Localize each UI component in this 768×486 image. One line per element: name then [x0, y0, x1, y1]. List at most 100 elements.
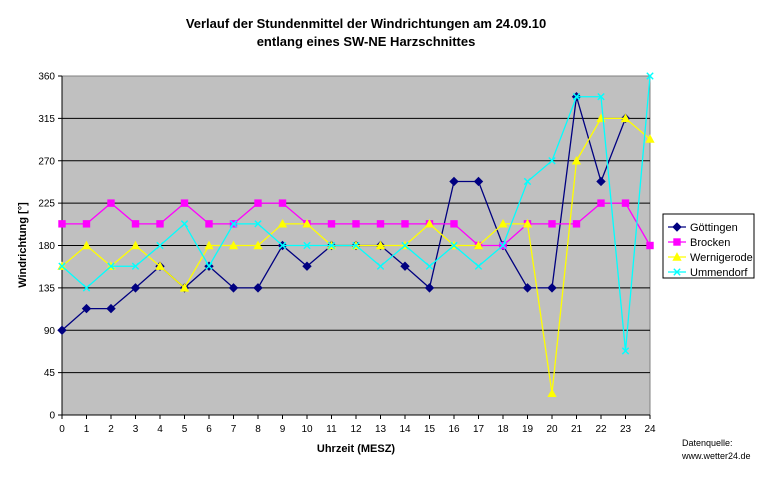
data-point-wernigerode	[81, 240, 92, 250]
data-point-ummendorf	[425, 262, 434, 270]
source-url: www.wetter24.de	[681, 451, 751, 461]
data-point-brocken	[254, 199, 262, 207]
chart-title-line-1: Verlauf der Stundenmittel der Windrichtu…	[186, 16, 546, 31]
data-point-wernigerode	[375, 240, 386, 250]
data-point-brocken	[205, 220, 213, 228]
data-point-brocken	[548, 220, 556, 228]
x-tick-label: 8	[255, 424, 261, 435]
x-tick-label: 1	[84, 424, 90, 435]
data-point-goettingen	[106, 303, 116, 314]
data-point-ummendorf	[156, 241, 164, 250]
x-tick-label: 4	[157, 424, 163, 435]
data-point-ummendorf	[352, 241, 360, 250]
marker-stroke	[548, 157, 556, 165]
marker-stroke	[107, 262, 115, 270]
y-tick-label: 90	[44, 326, 56, 337]
marker-stroke	[278, 241, 287, 250]
marker-stroke	[621, 347, 630, 355]
x-tick-label: 11	[326, 424, 337, 435]
data-point-brocken	[376, 220, 385, 228]
marker-stroke	[156, 241, 164, 250]
y-tick-label: 315	[38, 114, 55, 125]
x-tick-label: 10	[301, 424, 313, 435]
data-point-goettingen	[253, 283, 263, 293]
data-point-ummendorf	[58, 262, 66, 270]
x-axis-ticks: 0 1 2 3 4 5 6 7 8 9 10 11 12 13 14 15 16 17 18 19 20 21 22 23 24	[59, 76, 656, 435]
legend-item-goettingen: Göttingen	[668, 222, 738, 234]
marker-stroke	[303, 241, 311, 250]
data-point-goettingen	[522, 283, 533, 293]
legend-marker	[672, 252, 682, 261]
y-tick-label: 270	[38, 156, 55, 167]
data-point-goettingen	[424, 283, 435, 293]
data-point-ummendorf	[327, 241, 336, 250]
marker-stroke	[572, 93, 581, 101]
x-tick-label: 21	[571, 424, 583, 435]
marker-stroke	[673, 268, 681, 276]
x-tick-label: 20	[546, 424, 558, 435]
legend-label: Ummendorf	[690, 267, 748, 279]
x-tick-label: 15	[424, 424, 436, 435]
x-tick-label: 5	[182, 424, 188, 435]
x-tick-label: 13	[375, 424, 387, 435]
data-point-goettingen	[57, 325, 67, 335]
source-label: Datenquelle:	[682, 438, 733, 448]
x-tick-label: 24	[644, 424, 656, 435]
data-point-brocken	[156, 220, 164, 228]
data-point-ummendorf	[597, 93, 605, 101]
data-point-goettingen	[130, 283, 141, 293]
data-point-goettingen	[400, 261, 410, 271]
y-tick-label: 45	[44, 368, 56, 379]
data-point-brocken	[58, 220, 66, 228]
data-point-brocken	[646, 241, 654, 250]
marker-stroke	[327, 241, 336, 250]
data-point-brocken	[131, 220, 140, 228]
data-point-ummendorf	[401, 241, 409, 250]
x-tick-label: 0	[59, 424, 65, 435]
x-tick-label: 9	[280, 424, 286, 435]
data-point-wernigerode	[498, 218, 508, 228]
data-point-ummendorf	[621, 347, 630, 355]
legend-label: Brocken	[690, 237, 730, 249]
x-tick-label: 12	[350, 424, 362, 435]
data-point-wernigerode	[571, 155, 582, 165]
data-point-ummendorf	[254, 220, 262, 228]
data-point-wernigerode	[228, 240, 239, 250]
x-tick-label: 2	[108, 424, 114, 435]
y-tick-label: 0	[49, 411, 55, 422]
data-point-wernigerode	[277, 218, 288, 228]
x-tick-label: 17	[473, 424, 485, 435]
marker-stroke	[401, 241, 409, 250]
data-point-ummendorf	[107, 262, 115, 270]
data-point-brocken	[352, 220, 360, 228]
data-point-brocken	[450, 220, 458, 228]
y-axis-label: Windrichtung [°]	[17, 202, 29, 288]
y-axis-ticks: 0 45 90 135 180 225 270 315 360	[38, 72, 62, 422]
data-point-ummendorf	[303, 241, 311, 250]
marker-stroke	[499, 241, 507, 250]
x-tick-label: 7	[231, 424, 237, 435]
data-point-ummendorf	[131, 262, 140, 270]
marker-stroke	[58, 262, 66, 270]
data-point-wernigerode	[204, 240, 214, 250]
data-point-goettingen	[228, 283, 239, 293]
data-point-ummendorf	[523, 177, 532, 186]
data-point-ummendorf	[229, 220, 238, 228]
marker-stroke	[180, 220, 189, 228]
data-point-ummendorf	[548, 157, 556, 165]
data-point-brocken	[572, 220, 581, 228]
series-ummendorf	[58, 72, 654, 355]
x-tick-label: 18	[497, 424, 509, 435]
data-point-ummendorf	[376, 262, 385, 270]
data-point-wernigerode	[547, 388, 557, 398]
data-point-ummendorf	[82, 284, 91, 292]
data-point-wernigerode	[179, 283, 190, 292]
data-point-brocken	[107, 199, 115, 207]
data-point-goettingen	[473, 176, 484, 187]
x-tick-label: 19	[522, 424, 534, 435]
x-tick-label: 6	[206, 424, 212, 435]
data-point-brocken	[597, 199, 605, 207]
legend: Göttingen Brocken Wernigerode Ummendorf	[662, 213, 755, 279]
marker-stroke	[254, 220, 262, 228]
